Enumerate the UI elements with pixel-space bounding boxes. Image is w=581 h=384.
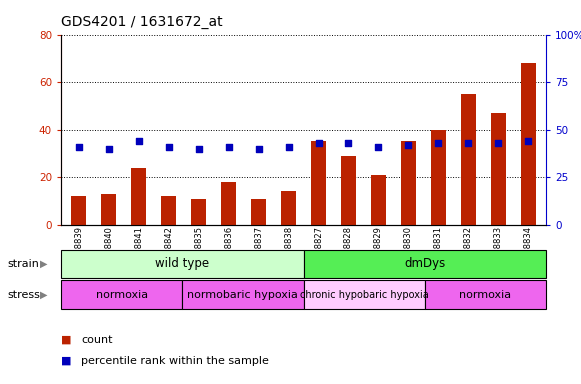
Text: ▶: ▶ [40,290,47,300]
Point [104,146,113,152]
Bar [162,196,176,225]
Bar [303,280,425,309]
Point [494,140,503,146]
Bar [61,250,303,278]
Bar [311,141,326,225]
Bar [303,250,546,278]
Bar [425,280,546,309]
Bar [461,94,476,225]
Point [134,138,144,144]
Point [433,140,443,146]
Text: ■: ■ [61,356,71,366]
Bar [71,196,87,225]
Text: dmDys: dmDys [404,258,446,270]
Point [284,144,293,150]
Bar [221,182,236,225]
Text: wild type: wild type [155,258,209,270]
Point [194,146,203,152]
Bar [191,199,206,225]
Bar [251,199,266,225]
Bar [131,168,146,225]
Point [74,144,84,150]
Bar [281,191,296,225]
Text: GDS4201 / 1631672_at: GDS4201 / 1631672_at [61,15,223,29]
Bar [341,156,356,225]
Text: normobaric hypoxia: normobaric hypoxia [188,290,299,300]
Point [164,144,174,150]
Bar [401,141,416,225]
Point [254,146,263,152]
Bar [521,63,536,225]
Bar [491,113,505,225]
Text: normoxia: normoxia [460,290,511,300]
Bar [371,175,386,225]
Bar [102,194,116,225]
Point [523,138,533,144]
Point [344,140,353,146]
Text: stress: stress [7,290,40,300]
Point [224,144,234,150]
Bar [431,130,446,225]
Text: ▶: ▶ [40,259,47,269]
Point [404,142,413,148]
Text: count: count [81,335,113,345]
Text: chronic hypobaric hypoxia: chronic hypobaric hypoxia [300,290,429,300]
Bar [182,280,303,309]
Bar [61,280,182,309]
Text: strain: strain [7,259,39,269]
Text: percentile rank within the sample: percentile rank within the sample [81,356,269,366]
Point [374,144,383,150]
Point [314,140,323,146]
Text: ■: ■ [61,335,71,345]
Text: normoxia: normoxia [96,290,148,300]
Point [464,140,473,146]
